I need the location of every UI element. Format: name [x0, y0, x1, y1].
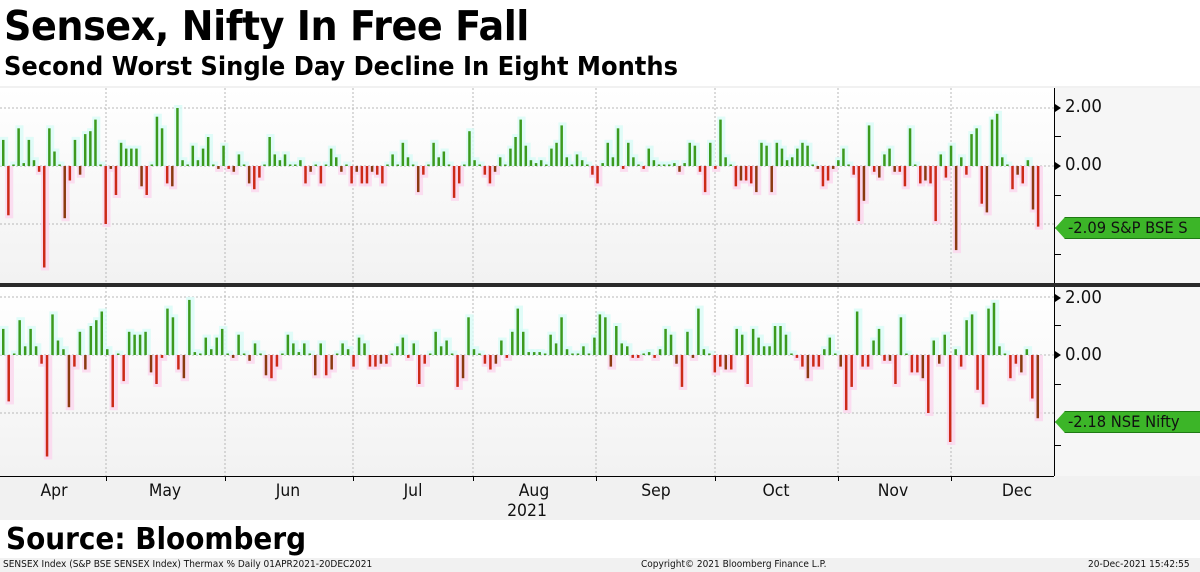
- last-value-tag: -2.09 S&P BSE S: [1055, 217, 1200, 239]
- month-label-nov: Nov: [877, 481, 909, 501]
- chart-subtitle: Second Worst Single Day Decline In Eight…: [4, 52, 678, 82]
- y-minor-tick: [1055, 325, 1061, 326]
- month-tick: [596, 476, 597, 481]
- chart-title: Sensex, Nifty In Free Fall: [4, 2, 529, 50]
- month-label-jun: Jun: [275, 481, 301, 501]
- month-label-aug: Aug: [518, 481, 550, 501]
- month-tick: [225, 476, 226, 481]
- footer-security-info: SENSEX Index (S&P BSE SENSEX Index) Ther…: [3, 559, 373, 570]
- x-axis-line: [0, 476, 1054, 477]
- y-tick-label: 2.00: [1065, 96, 1102, 117]
- month-tick: [715, 476, 716, 481]
- tick-arrow-icon: [1055, 351, 1061, 359]
- last-value-label: -2.09 S&P BSE S: [1068, 218, 1188, 237]
- source-label: Source: Bloomberg: [6, 522, 307, 557]
- y-minor-tick: [1055, 195, 1061, 196]
- nifty-y-axis: 2.00 0.00 -2.18 NSE Nifty: [1054, 287, 1200, 476]
- month-label-sep: Sep: [641, 481, 671, 501]
- month-label-apr: Apr: [40, 481, 68, 501]
- month-label-dec: Dec: [1001, 481, 1033, 501]
- nifty-bars: [0, 287, 1054, 476]
- month-tick: [353, 476, 354, 481]
- tick-arrow-icon: [1055, 294, 1061, 302]
- footer-bar: SENSEX Index (S&P BSE SENSEX Index) Ther…: [0, 558, 1200, 572]
- month-label-jul: Jul: [403, 481, 423, 501]
- year-label: 2021: [507, 501, 547, 521]
- y-tick-label: 0.00: [1065, 344, 1102, 365]
- x-axis: Apr May Jun Jul Aug Sep Oct Nov Dec 2021: [0, 476, 1054, 521]
- month-tick: [951, 476, 952, 481]
- tick-arrow-icon: [1055, 162, 1061, 170]
- chart-area: 2.00 0.00 -2.09 S&P BSE S 2.00 0.00 -2.1…: [0, 86, 1200, 521]
- panel-divider[interactable]: [0, 283, 1200, 287]
- nifty-panel[interactable]: [0, 287, 1054, 476]
- y-minor-tick: [1055, 136, 1061, 137]
- last-value-tag: -2.18 NSE Nifty: [1055, 411, 1200, 433]
- month-tick: [473, 476, 474, 481]
- sensex-bars: [0, 88, 1054, 283]
- y-minor-tick: [1055, 445, 1061, 446]
- month-tick: [838, 476, 839, 481]
- y-minor-tick: [1055, 384, 1061, 385]
- month-label-may: May: [148, 481, 182, 501]
- y-tick-label: 0.00: [1065, 154, 1102, 175]
- sensex-y-axis: 2.00 0.00 -2.09 S&P BSE S: [1054, 88, 1200, 283]
- month-tick: [106, 476, 107, 481]
- y-minor-tick: [1055, 254, 1061, 255]
- y-tick-label: 2.00: [1065, 287, 1102, 308]
- footer-timestamp: 20-Dec-2021 15:42:55: [1088, 559, 1190, 570]
- tick-arrow-icon: [1055, 104, 1061, 112]
- sensex-panel[interactable]: [0, 88, 1054, 283]
- last-value-label: -2.18 NSE Nifty: [1068, 412, 1180, 431]
- month-label-oct: Oct: [762, 481, 790, 501]
- footer-copyright: Copyright© 2021 Bloomberg Finance L.P.: [641, 559, 827, 570]
